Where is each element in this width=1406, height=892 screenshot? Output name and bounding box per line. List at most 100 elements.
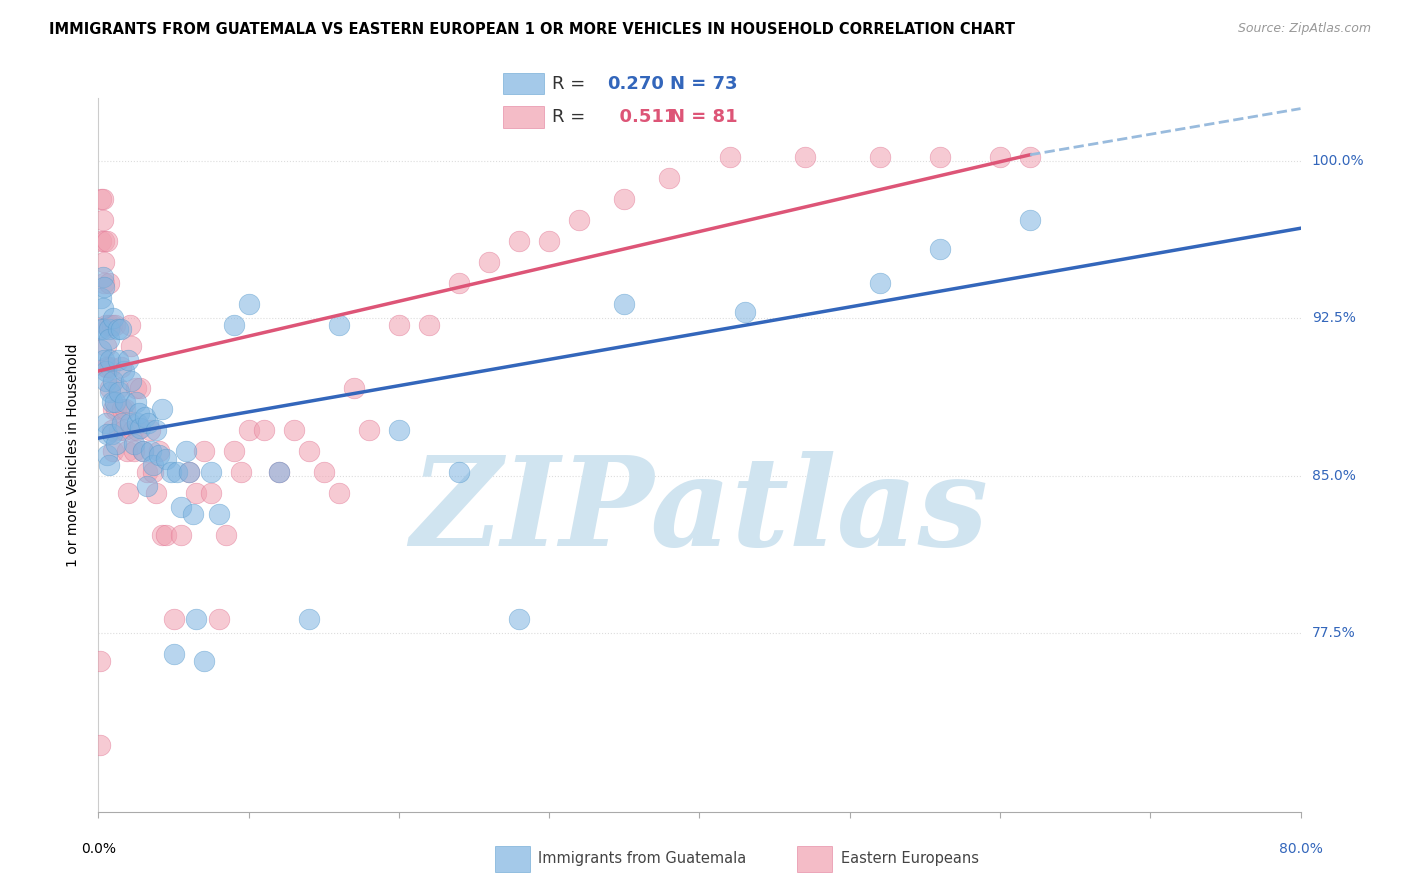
Point [208,612,231,626]
Point [117,485,139,500]
Point [132,443,155,458]
Point [91,301,114,315]
Point [94,375,117,389]
Point [93,234,115,248]
Point [253,423,276,437]
Point [94,417,117,431]
Point [108,384,131,399]
Point [200,485,222,500]
Point [222,318,245,332]
Point [93,255,115,269]
Point [124,437,146,451]
Point [101,423,124,437]
Point [170,500,193,515]
Point [181,507,204,521]
Point [170,527,193,541]
Point [89,322,111,336]
Point [162,648,184,662]
Point [193,654,215,668]
Point [125,395,148,409]
Point [869,150,891,164]
Point [145,423,167,437]
Text: Source: ZipAtlas.com: Source: ZipAtlas.com [1237,22,1371,36]
Point [96,426,118,441]
Point [111,401,134,416]
Point [104,395,127,409]
Point [121,375,143,389]
Text: R =: R = [553,75,586,93]
Point [312,465,335,479]
Point [118,318,141,332]
Point [110,359,132,374]
Point [658,170,681,185]
Y-axis label: 1 or more Vehicles in Household: 1 or more Vehicles in Household [66,343,80,566]
Point [159,465,181,479]
Point [121,339,143,353]
Point [869,276,891,290]
Point [568,212,591,227]
Point [135,465,157,479]
Point [93,276,115,290]
Point [988,150,1011,164]
Point [793,150,815,164]
Point [108,423,131,437]
Point [101,426,124,441]
Point [388,318,411,332]
Point [148,448,170,462]
Point [93,353,115,368]
Point [101,395,124,409]
Point [478,255,501,269]
Point [111,417,134,431]
Text: 0.0%: 0.0% [82,842,115,856]
Point [136,417,159,431]
Point [91,322,114,336]
Point [112,423,135,437]
Point [122,423,145,437]
Point [91,192,114,206]
Point [94,339,117,353]
Point [177,465,200,479]
Point [238,423,260,437]
Point [388,423,411,437]
Point [103,311,125,326]
Point [174,443,197,458]
Point [128,406,150,420]
Point [343,381,366,395]
Point [283,423,305,437]
Point [613,297,636,311]
Point [141,465,163,479]
Point [328,485,350,500]
Point [447,276,470,290]
Point [100,381,122,395]
Point [357,423,380,437]
Point [114,401,136,416]
Point [103,443,125,458]
Point [267,465,290,479]
Point [418,318,440,332]
Point [222,443,245,458]
Point [127,417,149,431]
Point [114,395,136,409]
Point [100,384,122,399]
Point [267,465,290,479]
Point [112,364,135,378]
Text: 80.0%: 80.0% [1278,842,1323,856]
Point [132,443,155,458]
Text: R =: R = [553,108,586,126]
Point [734,305,756,319]
Point [107,381,129,395]
Text: 85.0%: 85.0% [1312,469,1355,483]
Bar [503,106,544,128]
Point [107,322,129,336]
Point [215,527,238,541]
Text: 77.5%: 77.5% [1312,626,1355,640]
Point [129,420,152,434]
Point [150,401,173,416]
Point [231,465,253,479]
Point [103,375,125,389]
Point [184,612,207,626]
Point [105,401,128,416]
Point [141,458,163,473]
Point [110,322,132,336]
Point [1019,212,1042,227]
